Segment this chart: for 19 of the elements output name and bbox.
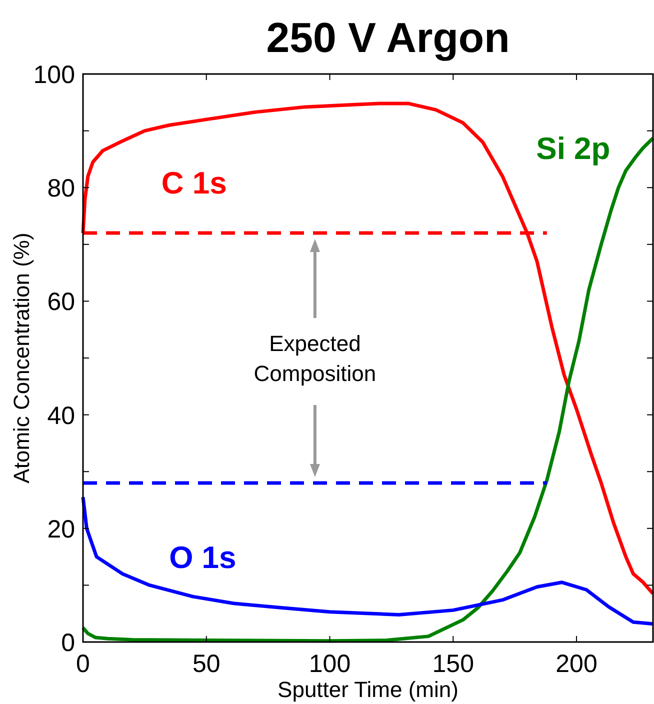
annotation: Expected Composition (254, 331, 376, 386)
series-label: O 1s (169, 540, 236, 576)
y-tick-label: 80 (47, 174, 75, 203)
x-tick-label: 200 (556, 650, 598, 678)
x-tick-label: 100 (308, 650, 351, 678)
series-label: C 1s (161, 165, 227, 200)
y-tick-label: 20 (47, 515, 75, 544)
x-tick-label: 150 (432, 650, 474, 678)
y-tick-label: 100 (33, 61, 75, 89)
line-series (81, 495, 654, 626)
chart-title: 250 V Argon (266, 14, 510, 61)
line-series (81, 136, 654, 643)
y-tick-label: 60 (47, 288, 75, 316)
y-tick-label: 40 (47, 402, 75, 430)
series-label: Si 2p (536, 131, 610, 166)
x-axis-title: Sputter Time (min) (278, 677, 458, 702)
x-tick-label: 50 (192, 650, 220, 678)
y-axis-title: Atomic Concentration (%) (9, 232, 34, 484)
y-tick-label: 0 (61, 629, 75, 657)
